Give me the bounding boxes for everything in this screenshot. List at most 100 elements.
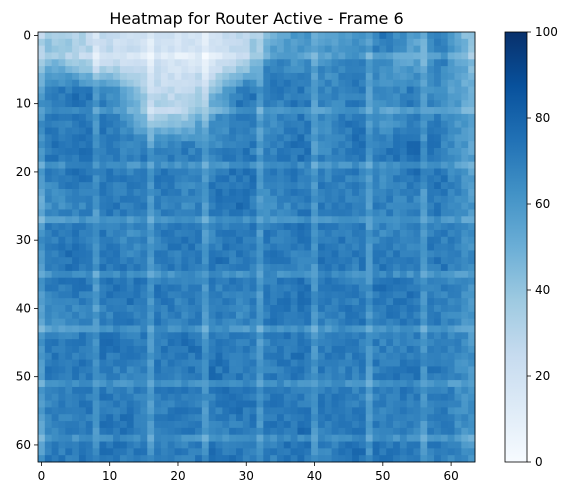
heatmap-cell [331, 434, 339, 442]
heatmap-cell [393, 414, 401, 422]
heatmap-cell [413, 366, 421, 374]
heatmap-cell [195, 434, 203, 442]
heatmap-cell [427, 386, 435, 395]
heatmap-cell [154, 32, 162, 40]
heatmap-cell [324, 141, 333, 149]
heatmap-cell [276, 216, 285, 224]
heatmap-cell [413, 120, 421, 128]
heatmap-cell [126, 284, 134, 292]
heatmap-cell [372, 120, 380, 128]
heatmap-cell [85, 127, 94, 135]
heatmap-cell [195, 120, 203, 128]
heatmap-cell [147, 284, 155, 292]
heatmap-cell [133, 243, 141, 251]
heatmap-cell [208, 107, 216, 115]
heatmap-cell [44, 434, 53, 442]
heatmap-cell [222, 45, 230, 53]
heatmap-cell [140, 100, 148, 108]
heatmap-cell [222, 66, 230, 74]
heatmap-cell [44, 93, 53, 101]
heatmap-cell [174, 243, 182, 251]
heatmap-cell [372, 352, 380, 361]
heatmap-cell [222, 223, 230, 231]
heatmap-cell [85, 52, 94, 60]
heatmap-cell [78, 366, 87, 374]
heatmap-cell [420, 236, 428, 244]
heatmap-cell [85, 352, 94, 361]
heatmap-cell [78, 400, 87, 408]
heatmap-cell [58, 325, 66, 333]
heatmap-cell [311, 113, 319, 122]
heatmap-cell [126, 427, 134, 436]
heatmap-cell [113, 154, 121, 163]
heatmap-cell [72, 325, 80, 333]
heatmap-cell [256, 284, 264, 292]
heatmap-cell [85, 202, 94, 210]
heatmap-cell [208, 79, 216, 88]
heatmap-cell [331, 448, 339, 456]
heatmap-cell [358, 332, 367, 340]
heatmap-cell [311, 284, 319, 292]
heatmap-cell [236, 32, 244, 40]
heatmap-cell [58, 168, 66, 176]
heatmap-cell [85, 400, 94, 408]
heatmap-cell [358, 270, 367, 279]
heatmap-cell [92, 434, 100, 442]
heatmap-cell [38, 243, 46, 251]
heatmap-cell [85, 93, 94, 101]
heatmap-cell [236, 52, 244, 60]
heatmap-cell [324, 148, 333, 156]
heatmap-cell [65, 195, 73, 204]
heatmap-cell [140, 339, 148, 347]
heatmap-cell [119, 400, 128, 408]
heatmap-cell [338, 352, 346, 361]
heatmap-cell [324, 38, 333, 47]
heatmap-cell [78, 257, 87, 265]
heatmap-cell [72, 305, 80, 313]
heatmap-cell [99, 400, 107, 408]
heatmap-cell [119, 386, 128, 395]
heatmap-cell [270, 400, 278, 408]
heatmap-cell [331, 414, 339, 422]
heatmap-cell [379, 366, 387, 374]
heatmap-cell [160, 421, 169, 429]
heatmap-cell [263, 359, 271, 367]
heatmap-cell [215, 86, 223, 94]
heatmap-cell [215, 441, 223, 449]
heatmap-cell [51, 45, 59, 53]
heatmap-cell [386, 448, 394, 456]
heatmap-cell [256, 93, 264, 101]
heatmap-cell [106, 38, 114, 47]
heatmap-cell [208, 264, 216, 272]
heatmap-cell [99, 32, 107, 40]
heatmap-cell [386, 113, 394, 122]
heatmap-cell [249, 182, 257, 190]
heatmap-cell [461, 243, 469, 251]
heatmap-cell [311, 45, 319, 53]
heatmap-cell [140, 72, 148, 81]
heatmap-cell [454, 107, 462, 115]
heatmap-cell [290, 400, 298, 408]
heatmap-cell [386, 66, 394, 74]
heatmap-cell [215, 52, 223, 60]
heatmap-cell [263, 448, 271, 456]
heatmap-cell [413, 332, 421, 340]
heatmap-cell [58, 264, 66, 272]
heatmap-cell [434, 291, 442, 299]
heatmap-cell [270, 236, 278, 244]
heatmap-cell [195, 52, 203, 60]
heatmap-cell [208, 448, 216, 456]
heatmap-cell [345, 455, 353, 463]
heatmap-cell [236, 427, 244, 436]
heatmap-cell [440, 339, 449, 347]
heatmap-cell [256, 188, 264, 197]
heatmap-cell [154, 400, 162, 408]
heatmap-cell [440, 72, 449, 81]
heatmap-cell [208, 202, 216, 210]
heatmap-cell [106, 79, 114, 88]
heatmap-cell [106, 250, 114, 258]
heatmap-cell [338, 134, 346, 142]
heatmap-cell [154, 359, 162, 367]
heatmap-cell [283, 270, 292, 279]
heatmap-cell [126, 86, 134, 94]
